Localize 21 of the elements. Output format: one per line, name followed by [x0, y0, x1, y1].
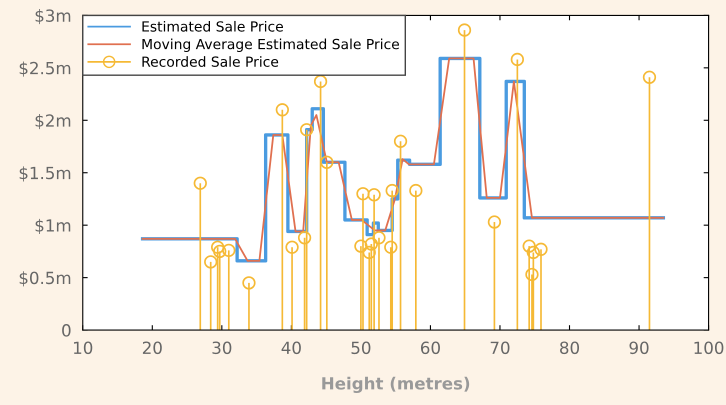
x-tick-label: 10	[74, 341, 92, 354]
x-tick-label: 50	[352, 341, 370, 354]
x-tick-label: 70	[490, 341, 510, 354]
x-tick-label: 40	[282, 341, 301, 354]
y-tick-label: $2m	[36, 114, 70, 130]
x-tick-label: 100	[694, 341, 724, 354]
x-axis-title: Height (metres)	[322, 376, 470, 394]
x-tick-label: 60	[420, 341, 440, 354]
x-tick-label: 90	[629, 341, 649, 354]
x-tick-label: 80	[560, 341, 580, 354]
y-tick-label: $0.5m	[20, 271, 70, 286]
legend-label: Moving Average Estimated Sale Price	[142, 38, 400, 52]
legend-label: Estimated Sale Price	[142, 20, 283, 32]
x-tick-label: 30	[212, 341, 232, 354]
y-tick-label: $1m	[36, 218, 70, 234]
y-tick-label: $2.5m	[20, 62, 70, 77]
y-tick-label: 0	[62, 324, 71, 337]
legend-label: Recorded Sale Price	[142, 56, 278, 67]
y-tick-label: $3m	[36, 9, 70, 24]
y-tick-label: $1.5m	[20, 166, 70, 182]
x-tick-label: 20	[142, 341, 162, 354]
